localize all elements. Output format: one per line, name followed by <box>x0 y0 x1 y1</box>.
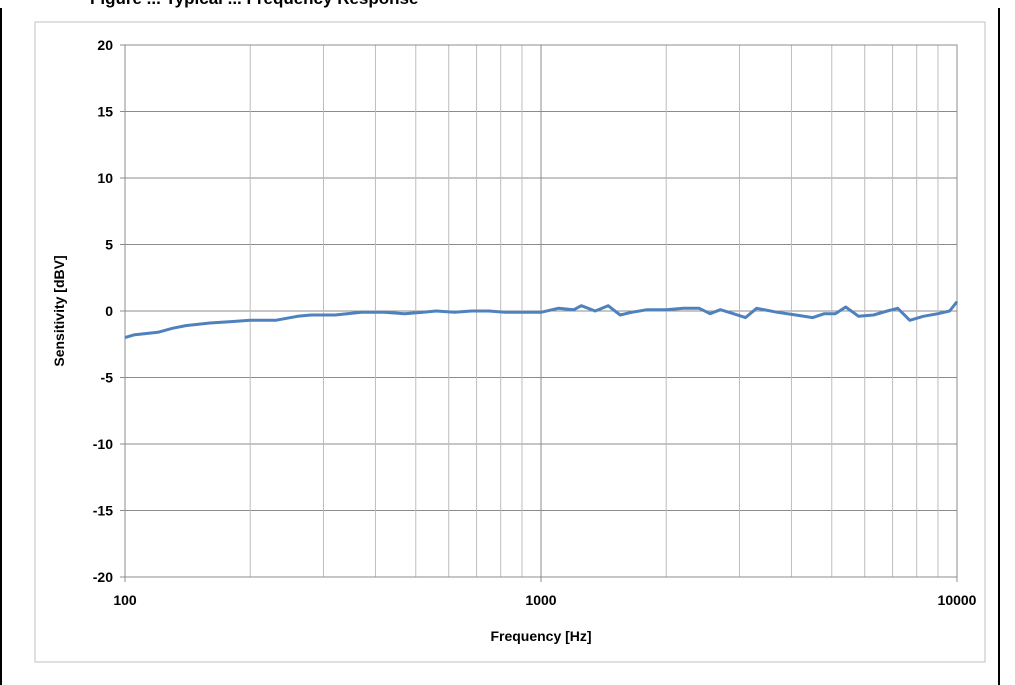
series-group <box>124 300 959 340</box>
y-tick-label: 20 <box>97 37 113 53</box>
x-tick-label: 100 <box>113 592 137 608</box>
y-tick-label: 0 <box>105 303 113 319</box>
chart-area-border <box>34 21 986 663</box>
y-axis-ticks: 20 15 10 5 0 -5 -10 -15 -20 <box>93 37 125 585</box>
y-tick-label: -15 <box>93 503 113 519</box>
x-axis-title: Frequency [Hz] <box>490 628 591 644</box>
x-tick-label: 1000 <box>525 592 556 608</box>
series-line <box>124 300 959 340</box>
y-axis-title: Sensitivity [dBV] <box>51 255 67 366</box>
y-tick-label: -20 <box>93 569 113 585</box>
y-tick-label: -5 <box>101 370 114 386</box>
chart-frame <box>0 8 1000 685</box>
y-tick-label: -10 <box>93 436 113 452</box>
y-tick-label: 10 <box>97 170 113 186</box>
chart-title-fragment: Figure ... Typical ... Frequency Respons… <box>0 0 1015 8</box>
y-tick-label: 5 <box>105 237 113 253</box>
x-axis-ticks: 100 1000 10000 <box>113 577 977 608</box>
x-tick-label: 10000 <box>938 592 977 608</box>
y-tick-label: 15 <box>97 104 113 120</box>
